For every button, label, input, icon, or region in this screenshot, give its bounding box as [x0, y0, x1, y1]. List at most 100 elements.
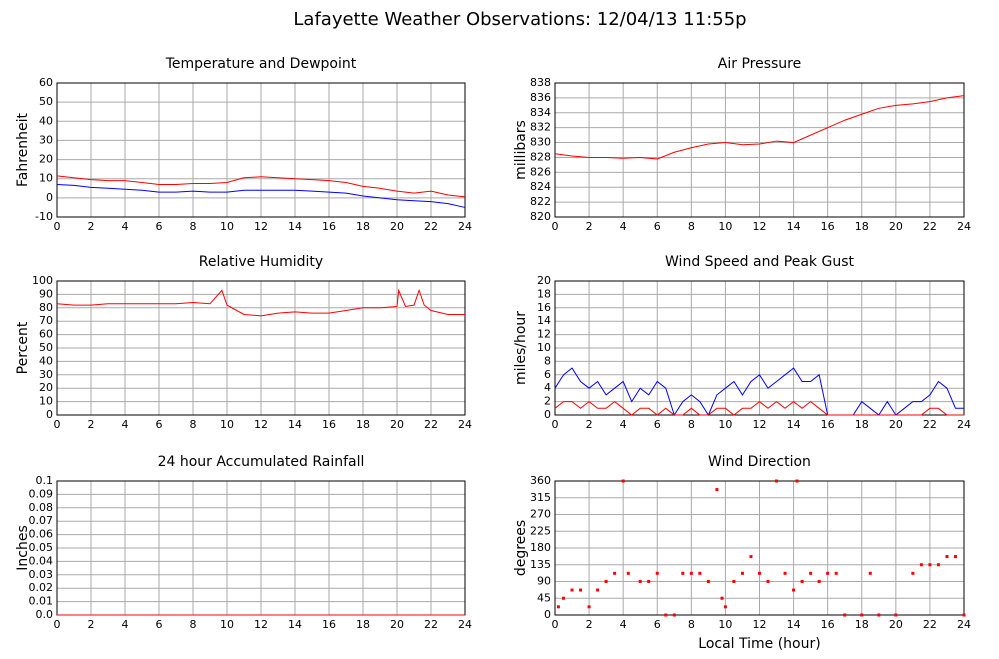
y-tick-label: 18	[537, 287, 551, 300]
x-tick-label: 14	[288, 618, 302, 631]
x-tick-label: 22	[424, 220, 438, 233]
point	[689, 571, 693, 575]
x-tick-label: 0	[552, 418, 559, 431]
x-tick-label: 0	[54, 220, 61, 233]
y-tick-label: 0	[544, 608, 551, 621]
x-tick-label: 18	[356, 618, 370, 631]
x-tick-label: 0	[54, 418, 61, 431]
x-tick-label: 20	[889, 418, 903, 431]
point	[817, 580, 821, 583]
y-axis-label: degrees	[513, 520, 529, 576]
point	[579, 588, 583, 592]
point	[792, 588, 796, 592]
plot-frame	[56, 82, 466, 218]
y-tick-label: 2	[544, 395, 551, 408]
y-tick-label: 0.03	[29, 568, 54, 581]
point	[570, 588, 574, 592]
point	[936, 563, 940, 567]
x-tick-label: 24	[458, 618, 472, 631]
x-tick-label: 20	[390, 618, 404, 631]
x-tick-label: 12	[254, 418, 268, 431]
x-tick-label: 24	[458, 418, 472, 431]
series-line	[56, 183, 466, 208]
y-tick-label: 10	[39, 395, 53, 408]
y-tick-label: 30	[39, 368, 53, 381]
x-tick-label: 6	[156, 220, 163, 233]
point	[732, 580, 736, 583]
x-tick-label: 22	[923, 220, 937, 233]
x-tick-label: 6	[654, 618, 661, 631]
y-tick-label: 832	[530, 121, 551, 134]
plot-frame	[56, 280, 466, 416]
x-tick-label: 24	[957, 220, 971, 233]
y-tick-label: 820	[530, 210, 551, 223]
panel-title: Temperature and Dewpoint	[165, 56, 357, 72]
point	[962, 613, 966, 617]
y-tick-label: 45	[537, 591, 551, 604]
y-tick-label: 180	[530, 541, 551, 554]
x-tick-label: 10	[718, 418, 732, 431]
point	[655, 571, 659, 575]
y-tick-label: 360	[530, 474, 551, 487]
x-tick-label: 8	[688, 418, 695, 431]
point	[638, 580, 642, 583]
y-tick-label: 50	[39, 341, 53, 354]
y-axis-label: millibars	[513, 120, 529, 180]
y-tick-label: 0.08	[29, 501, 54, 514]
y-tick-label: 270	[530, 508, 551, 521]
point	[775, 479, 779, 483]
y-tick-label: 20	[39, 381, 53, 394]
x-tick-label: 16	[821, 618, 835, 631]
point	[681, 571, 685, 575]
y-tick-label: 135	[530, 558, 551, 571]
x-tick-label: 24	[957, 618, 971, 631]
point	[894, 613, 898, 617]
x-tick-label: 22	[923, 618, 937, 631]
y-tick-label: 0.02	[29, 581, 54, 594]
point	[596, 588, 600, 592]
x-tick-label: 12	[753, 418, 767, 431]
point	[621, 479, 625, 483]
x-tick-label: 8	[190, 618, 197, 631]
y-tick-label: 60	[39, 328, 53, 341]
x-tick-label: 16	[322, 220, 336, 233]
x-tick-label: 10	[220, 618, 234, 631]
point	[672, 613, 676, 617]
point	[800, 580, 804, 583]
y-tick-label: 100	[32, 274, 53, 287]
y-tick-label: 60	[39, 76, 53, 89]
y-tick-label: 0.07	[29, 514, 54, 527]
y-tick-label: 828	[530, 150, 551, 163]
x-tick-label: 20	[390, 220, 404, 233]
point	[826, 571, 830, 575]
y-axis-label: Fahrenheit	[15, 112, 31, 187]
x-tick-label: 14	[787, 418, 801, 431]
x-tick-label: 4	[122, 220, 129, 233]
x-tick-label: 12	[753, 220, 767, 233]
x-tick-label: 24	[957, 418, 971, 431]
x-tick-label: 16	[821, 418, 835, 431]
x-tick-label: 10	[718, 220, 732, 233]
y-tick-label: 16	[537, 301, 551, 314]
x-tick-label: 18	[356, 418, 370, 431]
x-tick-label: 20	[889, 220, 903, 233]
y-tick-label: 0	[46, 408, 53, 421]
point	[647, 580, 651, 583]
x-tick-label: 0	[552, 220, 559, 233]
y-tick-label: 0.04	[29, 554, 54, 567]
x-tick-label: 4	[620, 618, 627, 631]
x-tick-label: 16	[322, 618, 336, 631]
y-tick-label: 0.06	[29, 528, 54, 541]
y-tick-label: 836	[530, 91, 551, 104]
y-tick-label: 90	[39, 287, 53, 300]
x-tick-label: 12	[254, 220, 268, 233]
x-tick-label: 8	[688, 618, 695, 631]
panel-title: 24 hour Accumulated Rainfall	[158, 454, 365, 470]
point	[556, 605, 560, 609]
y-tick-label: 20	[39, 153, 53, 166]
point	[723, 605, 727, 609]
point	[706, 580, 710, 583]
x-tick-label: 10	[220, 220, 234, 233]
